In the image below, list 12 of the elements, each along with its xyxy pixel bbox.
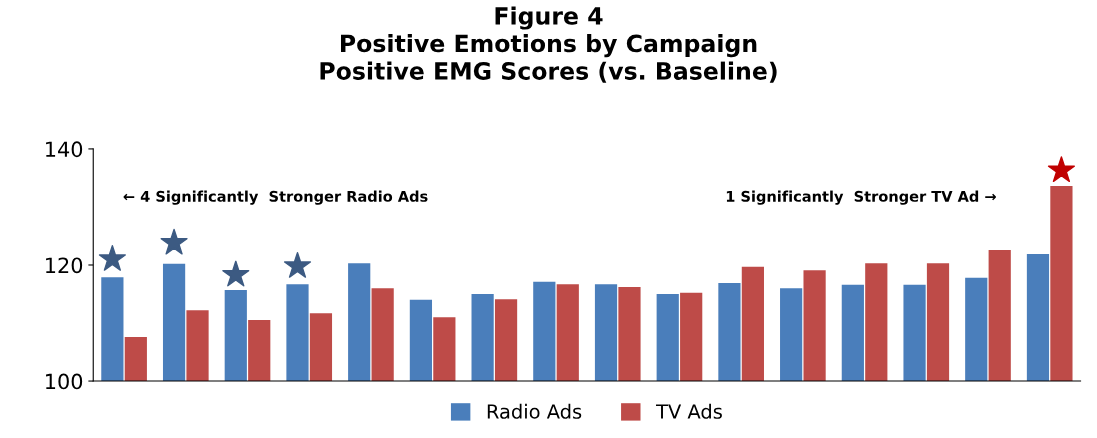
y-tick-label: 100 [46,373,83,390]
point [160,228,188,255]
point [98,244,126,271]
y-tick-label: 140 [46,141,83,158]
legend-label: Radio Ads [487,403,582,419]
y-tick-label: 120 [46,257,83,274]
annotation: 1 Significantly Stronger TV Ad → [726,190,996,205]
legend-label: TV Ads [656,403,722,419]
point [222,260,250,287]
annotation: ← 4 Significantly Stronger Radio Ads [123,190,428,205]
chart-title: Figure 4 Positive Emotions by Campaign Positive EMG Scores (vs. Baseline) [320,6,777,83]
point [1047,156,1075,183]
